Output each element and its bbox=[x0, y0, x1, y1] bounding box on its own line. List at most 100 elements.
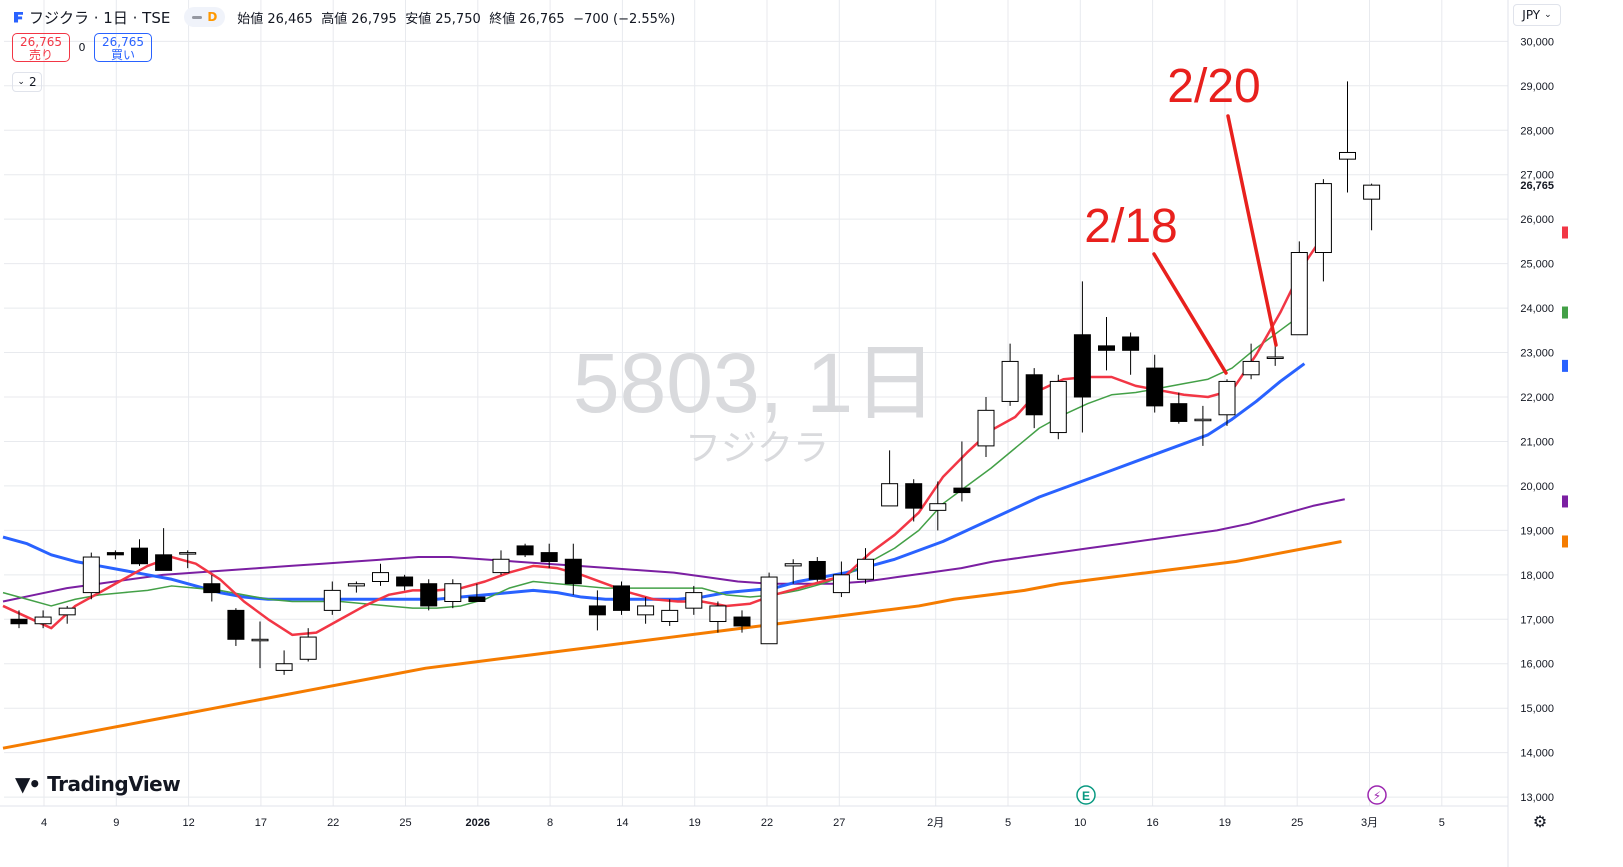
axes: 13,000 14,000 15,000 16,000 17,000 18,000 19,0… bbox=[0, 0, 1568, 867]
x-tick-label: 25 bbox=[1291, 817, 1303, 829]
x-tick-label: 16 bbox=[1146, 817, 1158, 829]
y-tick-label: 29,000 bbox=[1520, 81, 1554, 93]
spread-value: 0 bbox=[78, 41, 86, 54]
close-label: 終値 bbox=[489, 11, 516, 27]
watermark-symbol: 5803, 1日 bbox=[573, 336, 937, 430]
ma-axis-marker bbox=[1562, 535, 1568, 548]
open-label: 始値 bbox=[237, 11, 264, 27]
ma-axis-marker bbox=[1562, 359, 1568, 372]
currency-label: JPY bbox=[1522, 8, 1541, 22]
exchange-logo-icon bbox=[14, 11, 23, 23]
x-tick-label: 17 bbox=[255, 817, 267, 829]
y-tick-label: 25,000 bbox=[1520, 259, 1554, 271]
candle-down bbox=[10, 618, 28, 625]
x-tick-label: 19 bbox=[1219, 817, 1231, 829]
x-tick-label: 2026 bbox=[466, 817, 490, 829]
candle-up bbox=[1290, 252, 1308, 336]
candle-down bbox=[203, 583, 221, 594]
candle-up bbox=[637, 605, 655, 616]
lightning-icon bbox=[1367, 785, 1387, 805]
close-value: 26,765 bbox=[519, 11, 565, 27]
y-tick-label: 22,000 bbox=[1520, 392, 1554, 404]
buy-price: 26,765 bbox=[102, 35, 144, 49]
candle-down bbox=[516, 545, 534, 556]
candle-up bbox=[275, 663, 293, 671]
low-value: 25,750 bbox=[435, 11, 481, 27]
candle-down bbox=[953, 487, 971, 494]
earnings-icon bbox=[1076, 785, 1096, 805]
candle-down bbox=[613, 585, 630, 611]
candle-up bbox=[881, 483, 899, 507]
candle-up bbox=[492, 558, 510, 574]
candle-up bbox=[1314, 183, 1332, 254]
candle-up bbox=[1218, 380, 1236, 416]
candle-down bbox=[588, 605, 606, 616]
candle-up bbox=[857, 558, 874, 580]
candle-up bbox=[34, 616, 52, 625]
candle-down bbox=[131, 547, 148, 565]
y-tick-label: 19,000 bbox=[1520, 525, 1554, 537]
currency-select[interactable]: JPY ⌄ bbox=[1513, 4, 1561, 26]
y-tick-label: 20,000 bbox=[1520, 481, 1554, 493]
y-tick-label: 30,000 bbox=[1520, 36, 1554, 48]
candle-up bbox=[347, 583, 365, 587]
candle-up bbox=[323, 589, 341, 611]
x-tick-label: 2月 bbox=[927, 817, 944, 829]
x-tick-label: 27 bbox=[833, 817, 845, 829]
candle-up bbox=[82, 556, 100, 594]
high-value: 26,795 bbox=[351, 11, 397, 27]
buy-button[interactable]: 26,765 買い bbox=[94, 33, 152, 62]
annotation-label: 2/18 bbox=[1084, 200, 1177, 253]
candle-up bbox=[1001, 360, 1019, 402]
candle-down bbox=[227, 609, 245, 640]
candle-down bbox=[1146, 367, 1164, 407]
y-tick-label: 18,000 bbox=[1520, 570, 1554, 582]
candle-up bbox=[1194, 418, 1212, 422]
ma-axis-marker bbox=[1562, 306, 1568, 319]
sell-button[interactable]: 26,765 売り bbox=[12, 33, 70, 62]
ma-line bbox=[2, 227, 1330, 637]
candle-down bbox=[808, 560, 826, 580]
candle-down bbox=[1170, 403, 1188, 422]
gear-icon[interactable]: ⚙ bbox=[1532, 811, 1548, 831]
candle-up bbox=[760, 576, 778, 645]
earnings-icon-letter: E bbox=[1082, 789, 1090, 803]
x-tick-label: 8 bbox=[547, 817, 553, 829]
annotations: 2/18 2/20 bbox=[1084, 60, 1278, 375]
candle-down bbox=[1122, 336, 1140, 351]
candles bbox=[10, 81, 1381, 675]
symbol-title[interactable]: フジクラ · 1日 · TSE bbox=[29, 8, 171, 27]
x-tick-label: 12 bbox=[182, 817, 194, 829]
candle-down bbox=[155, 554, 173, 571]
tradingview-mark-icon: ▼• bbox=[15, 772, 41, 796]
annotation-pointer bbox=[1226, 114, 1278, 347]
symbol-header: フジクラ · 1日 · TSE D 始値 26,465 高値 26,795 安値 25… bbox=[14, 6, 679, 28]
open-value: 26,465 bbox=[267, 11, 313, 27]
candle-down bbox=[106, 552, 124, 556]
sell-label: 売り bbox=[28, 48, 53, 62]
annotation-pointer bbox=[1152, 252, 1228, 375]
y-tick-label: 21,000 bbox=[1520, 436, 1554, 448]
ma-line bbox=[2, 498, 1345, 603]
tradingview-logo[interactable]: ▼• TradingView bbox=[15, 772, 181, 796]
candle-up bbox=[1266, 356, 1284, 359]
y-tick-label: 15,000 bbox=[1520, 703, 1554, 715]
watermark-name: フジクラ bbox=[685, 427, 829, 468]
brand-name: TradingView bbox=[47, 772, 181, 796]
status-pill[interactable]: D bbox=[184, 7, 226, 27]
candle-up bbox=[1049, 380, 1067, 434]
x-tick-label: 3月 bbox=[1361, 817, 1378, 829]
market-status: D bbox=[207, 10, 218, 24]
candle-up bbox=[929, 503, 947, 511]
candle-up bbox=[299, 636, 317, 660]
candle-down bbox=[1025, 374, 1043, 416]
candle-up bbox=[685, 592, 703, 609]
candle-up bbox=[372, 572, 389, 582]
grid bbox=[4, 0, 1508, 806]
candle-down bbox=[733, 616, 751, 627]
candle-down bbox=[540, 552, 558, 562]
y-tick-label: 27,000 bbox=[1520, 170, 1554, 182]
lightning-icon-glyph: ⚡ bbox=[1373, 789, 1381, 803]
indicators-toggle[interactable]: ⌄ 2 bbox=[12, 72, 42, 92]
